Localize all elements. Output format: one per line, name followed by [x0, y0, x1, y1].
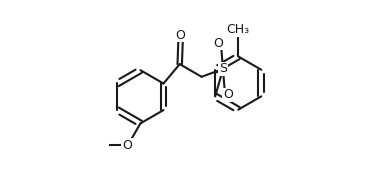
Text: CH₃: CH₃	[227, 23, 250, 36]
Text: O: O	[223, 88, 233, 101]
Text: S: S	[219, 62, 227, 75]
Text: O: O	[176, 29, 186, 42]
Text: O: O	[213, 37, 223, 50]
Text: O: O	[122, 139, 132, 152]
